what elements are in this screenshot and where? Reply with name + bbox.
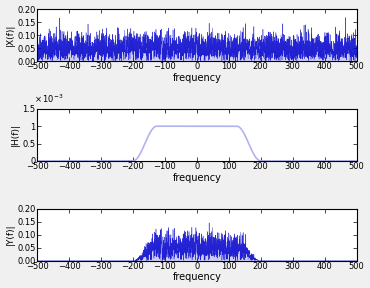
Y-axis label: |X(f)|: |X(f)|	[6, 24, 14, 46]
Y-axis label: |H(f)|: |H(f)|	[11, 123, 20, 146]
Y-axis label: |Y(f)|: |Y(f)|	[6, 224, 14, 245]
Text: $\times\,10^{-3}$: $\times\,10^{-3}$	[34, 92, 63, 105]
X-axis label: frequency: frequency	[172, 272, 221, 283]
X-axis label: frequency: frequency	[172, 173, 221, 183]
X-axis label: frequency: frequency	[172, 73, 221, 83]
